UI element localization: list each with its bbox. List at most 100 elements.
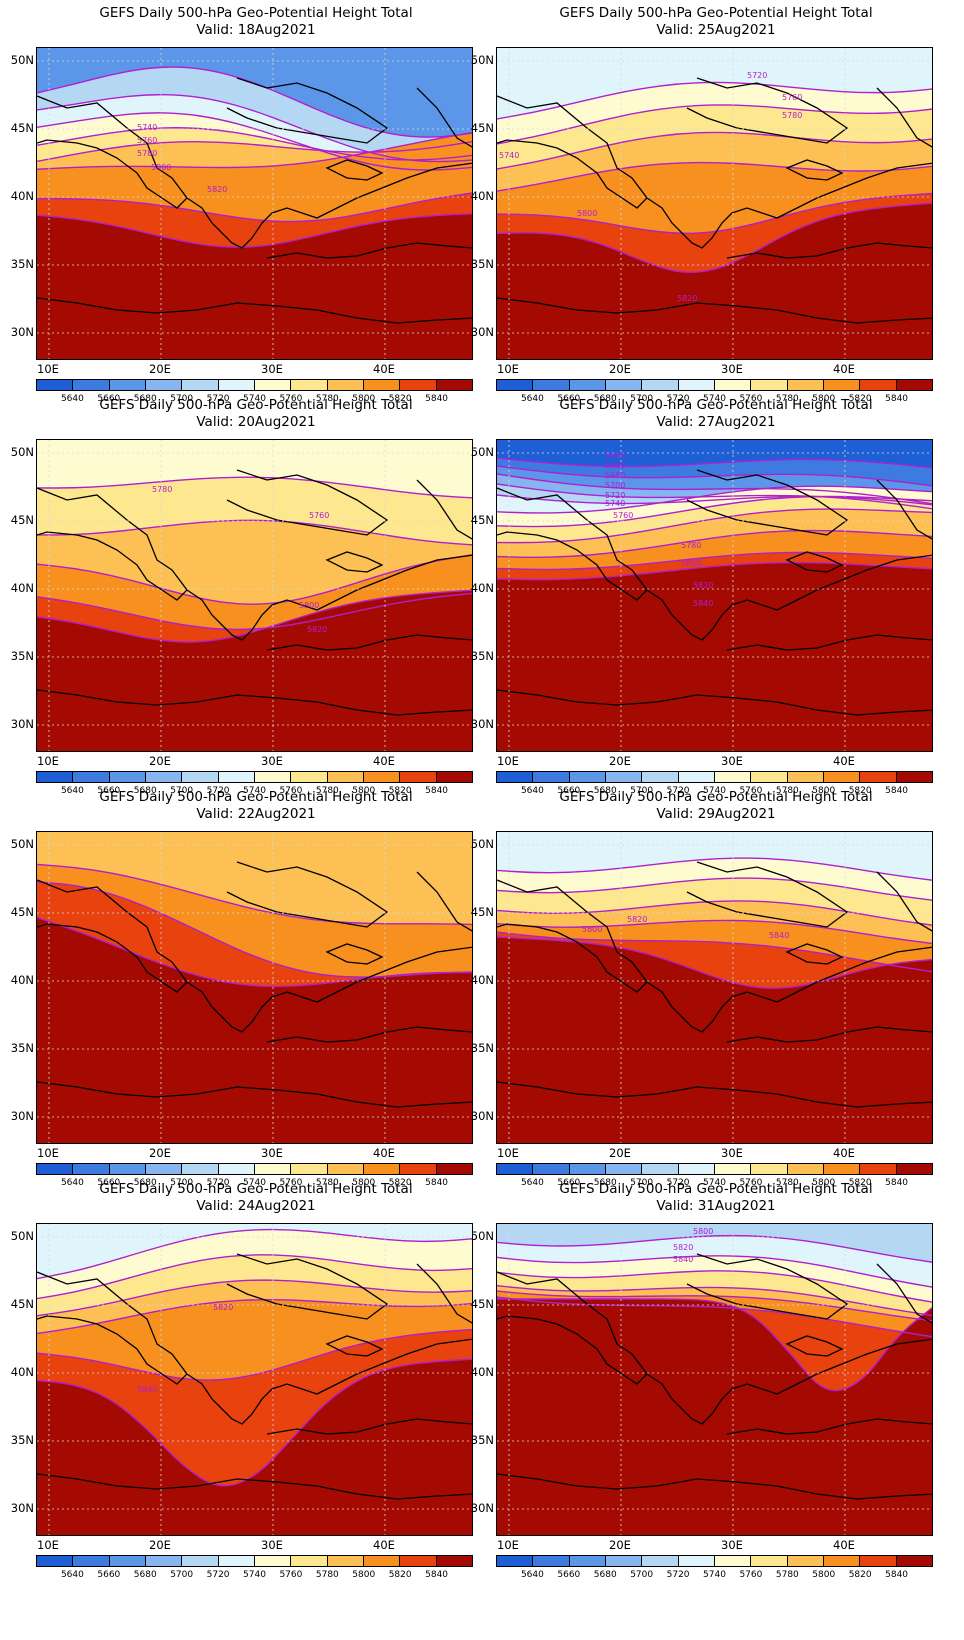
colorbar-swatch bbox=[327, 1556, 364, 1566]
colorbar-swatch bbox=[751, 1556, 788, 1566]
colorbar-swatch bbox=[400, 1164, 437, 1174]
height-band bbox=[37, 917, 472, 1143]
colorbar-swatch bbox=[218, 1164, 255, 1174]
lon-tick-label: 10E bbox=[497, 1146, 519, 1160]
contour-line bbox=[37, 1228, 472, 1280]
lat-tick-label: 35N bbox=[470, 649, 494, 663]
colorbar-label: 5680 bbox=[593, 1570, 617, 1580]
lon-tick-label: 30E bbox=[721, 754, 743, 768]
colorbar-label: 5640 bbox=[520, 786, 544, 796]
colorbar-label: 5760 bbox=[279, 1178, 303, 1188]
contour-label: 5740 bbox=[137, 123, 157, 132]
lat-tick-label: 30N bbox=[10, 717, 34, 731]
colorbar-label: 5800 bbox=[812, 394, 836, 404]
colorbar-label: 5760 bbox=[279, 394, 303, 404]
colorbar-label: 5700 bbox=[170, 786, 194, 796]
colorbar-label: 5760 bbox=[739, 394, 763, 404]
colorbar-swatch bbox=[73, 1164, 110, 1174]
colorbar-swatch bbox=[751, 1164, 788, 1174]
lat-tick-label: 50N bbox=[10, 1229, 34, 1243]
contour-label: 5800 bbox=[577, 209, 597, 218]
colorbar-swatch bbox=[751, 772, 788, 782]
colorbar-label: 5740 bbox=[243, 1178, 266, 1188]
contour-line bbox=[37, 1358, 472, 1487]
colorbar-label: 5720 bbox=[666, 1570, 690, 1580]
lat-tick-label: 35N bbox=[470, 257, 494, 271]
contour-line bbox=[37, 127, 472, 161]
contour-label: 5700 bbox=[605, 481, 625, 490]
colorbar-label: 5700 bbox=[170, 394, 194, 404]
colorbar-swatch bbox=[787, 772, 824, 782]
colorbar-swatch bbox=[714, 1556, 752, 1566]
colorbar-swatch bbox=[896, 380, 932, 390]
colorbar-swatch bbox=[145, 772, 183, 782]
colorbar bbox=[496, 771, 933, 783]
coastline bbox=[497, 469, 932, 716]
colorbar-label: 5780 bbox=[775, 394, 799, 404]
map-panel: GEFS Daily 500-hPa Geo-Potential Height … bbox=[460, 784, 942, 1194]
colorbar-label: 5640 bbox=[60, 394, 84, 404]
height-band bbox=[37, 213, 472, 359]
colorbar-swatch bbox=[642, 772, 679, 782]
colorbar-swatch bbox=[751, 380, 788, 390]
contour-label: 5820 bbox=[677, 294, 697, 303]
contour-line bbox=[37, 131, 472, 170]
coastline bbox=[497, 1253, 932, 1500]
colorbar-swatch bbox=[896, 1556, 932, 1566]
contour-line bbox=[497, 1296, 932, 1338]
colorbar-swatch bbox=[678, 380, 715, 390]
height-band bbox=[497, 1299, 932, 1535]
colorbar-swatch bbox=[823, 1556, 861, 1566]
contour-line bbox=[497, 877, 932, 901]
colorbar-swatch bbox=[860, 1556, 897, 1566]
colorbar-swatch bbox=[254, 772, 292, 782]
panel-valid-date: Valid: 29Aug2021 bbox=[656, 806, 776, 822]
map-panel: GEFS Daily 500-hPa Geo-Potential Height … bbox=[460, 1176, 942, 1586]
height-field-map bbox=[36, 831, 473, 1144]
contour-line bbox=[497, 1270, 932, 1303]
colorbar-label: 5640 bbox=[60, 1178, 84, 1188]
colorbar-swatch bbox=[533, 1164, 570, 1174]
lon-tick-label: 40E bbox=[833, 1538, 855, 1552]
contour-line bbox=[37, 589, 472, 643]
panel-valid-date: Valid: 31Aug2021 bbox=[656, 1198, 776, 1214]
colorbar-label: 5800 bbox=[352, 786, 376, 796]
colorbar-swatch bbox=[642, 1556, 679, 1566]
contour-label: 5760 bbox=[309, 511, 329, 520]
contour-line bbox=[497, 161, 932, 192]
colorbar-label: 5700 bbox=[630, 394, 654, 404]
contour-line bbox=[497, 529, 932, 559]
contour-line bbox=[497, 81, 932, 120]
lat-tick-label: 50N bbox=[470, 1229, 494, 1243]
colorbar-label: 5800 bbox=[352, 1178, 376, 1188]
colorbar-label: 5660 bbox=[557, 1178, 581, 1188]
colorbar-swatch bbox=[73, 1556, 110, 1566]
colorbar-swatch bbox=[145, 380, 183, 390]
lon-tick-label: 20E bbox=[149, 1538, 171, 1552]
colorbar-label: 5840 bbox=[885, 394, 909, 404]
coastline bbox=[37, 1253, 472, 1500]
colorbar bbox=[36, 379, 473, 391]
height-band bbox=[37, 1359, 472, 1535]
colorbar bbox=[36, 771, 473, 783]
contour-label: 5820 bbox=[213, 1303, 233, 1312]
colorbar-label: 5800 bbox=[812, 786, 836, 796]
lat-tick-label: 50N bbox=[10, 837, 34, 851]
lon-tick-label: 10E bbox=[37, 1146, 59, 1160]
lat-tick-label: 45N bbox=[470, 121, 494, 135]
contour-label: 5820 bbox=[627, 915, 647, 924]
colorbar-swatch bbox=[605, 1556, 643, 1566]
height-field-map: 5800 5820 5840 bbox=[496, 1223, 933, 1536]
colorbar-swatch bbox=[254, 380, 292, 390]
colorbar-swatch bbox=[605, 772, 643, 782]
height-field-map: 5720 5740 5760 5780 5800 5820 bbox=[496, 47, 933, 360]
contour-label: 5760 bbox=[613, 511, 633, 520]
colorbar-swatch bbox=[860, 1164, 897, 1174]
colorbar-swatch bbox=[497, 1164, 534, 1174]
lon-tick-label: 20E bbox=[149, 754, 171, 768]
lon-tick-label: 40E bbox=[833, 754, 855, 768]
contour-line bbox=[37, 1328, 472, 1381]
contour-line bbox=[37, 112, 472, 171]
colorbar-label: 5660 bbox=[97, 1178, 121, 1188]
lat-tick-label: 30N bbox=[10, 1109, 34, 1123]
